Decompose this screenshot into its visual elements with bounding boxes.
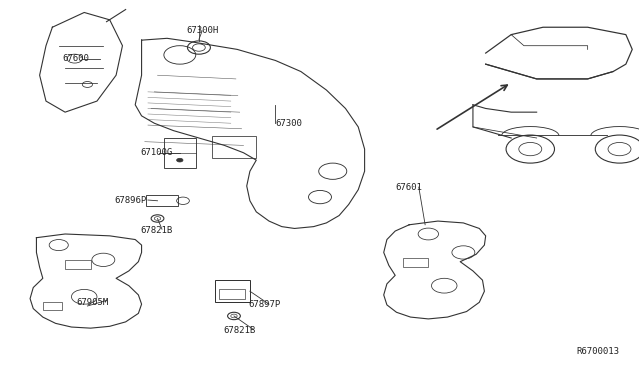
- Text: 67896P: 67896P: [115, 196, 147, 205]
- Text: 67905M: 67905M: [77, 298, 109, 307]
- Text: 67100G: 67100G: [140, 148, 173, 157]
- Text: 67821B: 67821B: [140, 226, 173, 235]
- Bar: [43, 302, 62, 310]
- Text: R6700013: R6700013: [577, 347, 620, 356]
- Bar: [220, 289, 245, 299]
- Bar: [215, 280, 250, 302]
- Circle shape: [177, 158, 183, 162]
- Text: 67821B: 67821B: [223, 326, 255, 335]
- Bar: [212, 136, 256, 158]
- Text: 67601: 67601: [395, 183, 422, 192]
- Text: 67300H: 67300H: [186, 26, 218, 35]
- Text: 67600: 67600: [62, 54, 89, 63]
- Bar: [164, 138, 196, 167]
- Bar: [403, 258, 428, 267]
- Bar: [65, 260, 91, 269]
- Bar: [146, 195, 178, 206]
- Text: 67897P: 67897P: [248, 300, 281, 310]
- Text: 67300: 67300: [275, 119, 302, 128]
